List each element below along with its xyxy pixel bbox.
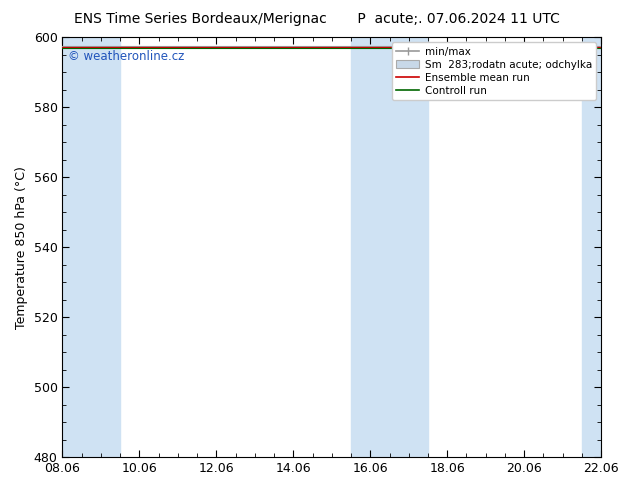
Text: ENS Time Series Bordeaux/Merignac       P  acute;. 07.06.2024 11 UTC: ENS Time Series Bordeaux/Merignac P acut… (74, 12, 560, 26)
Bar (351, 37, 428, 457)
Bar (582, 37, 601, 457)
Text: © weatheronline.cz: © weatheronline.cz (68, 50, 184, 63)
Bar (62, 37, 120, 457)
Legend: min/max, Sm  283;rodatn acute; odchylka, Ensemble mean run, Controll run: min/max, Sm 283;rodatn acute; odchylka, … (392, 42, 596, 100)
Y-axis label: Temperature 850 hPa (°C): Temperature 850 hPa (°C) (15, 166, 28, 329)
